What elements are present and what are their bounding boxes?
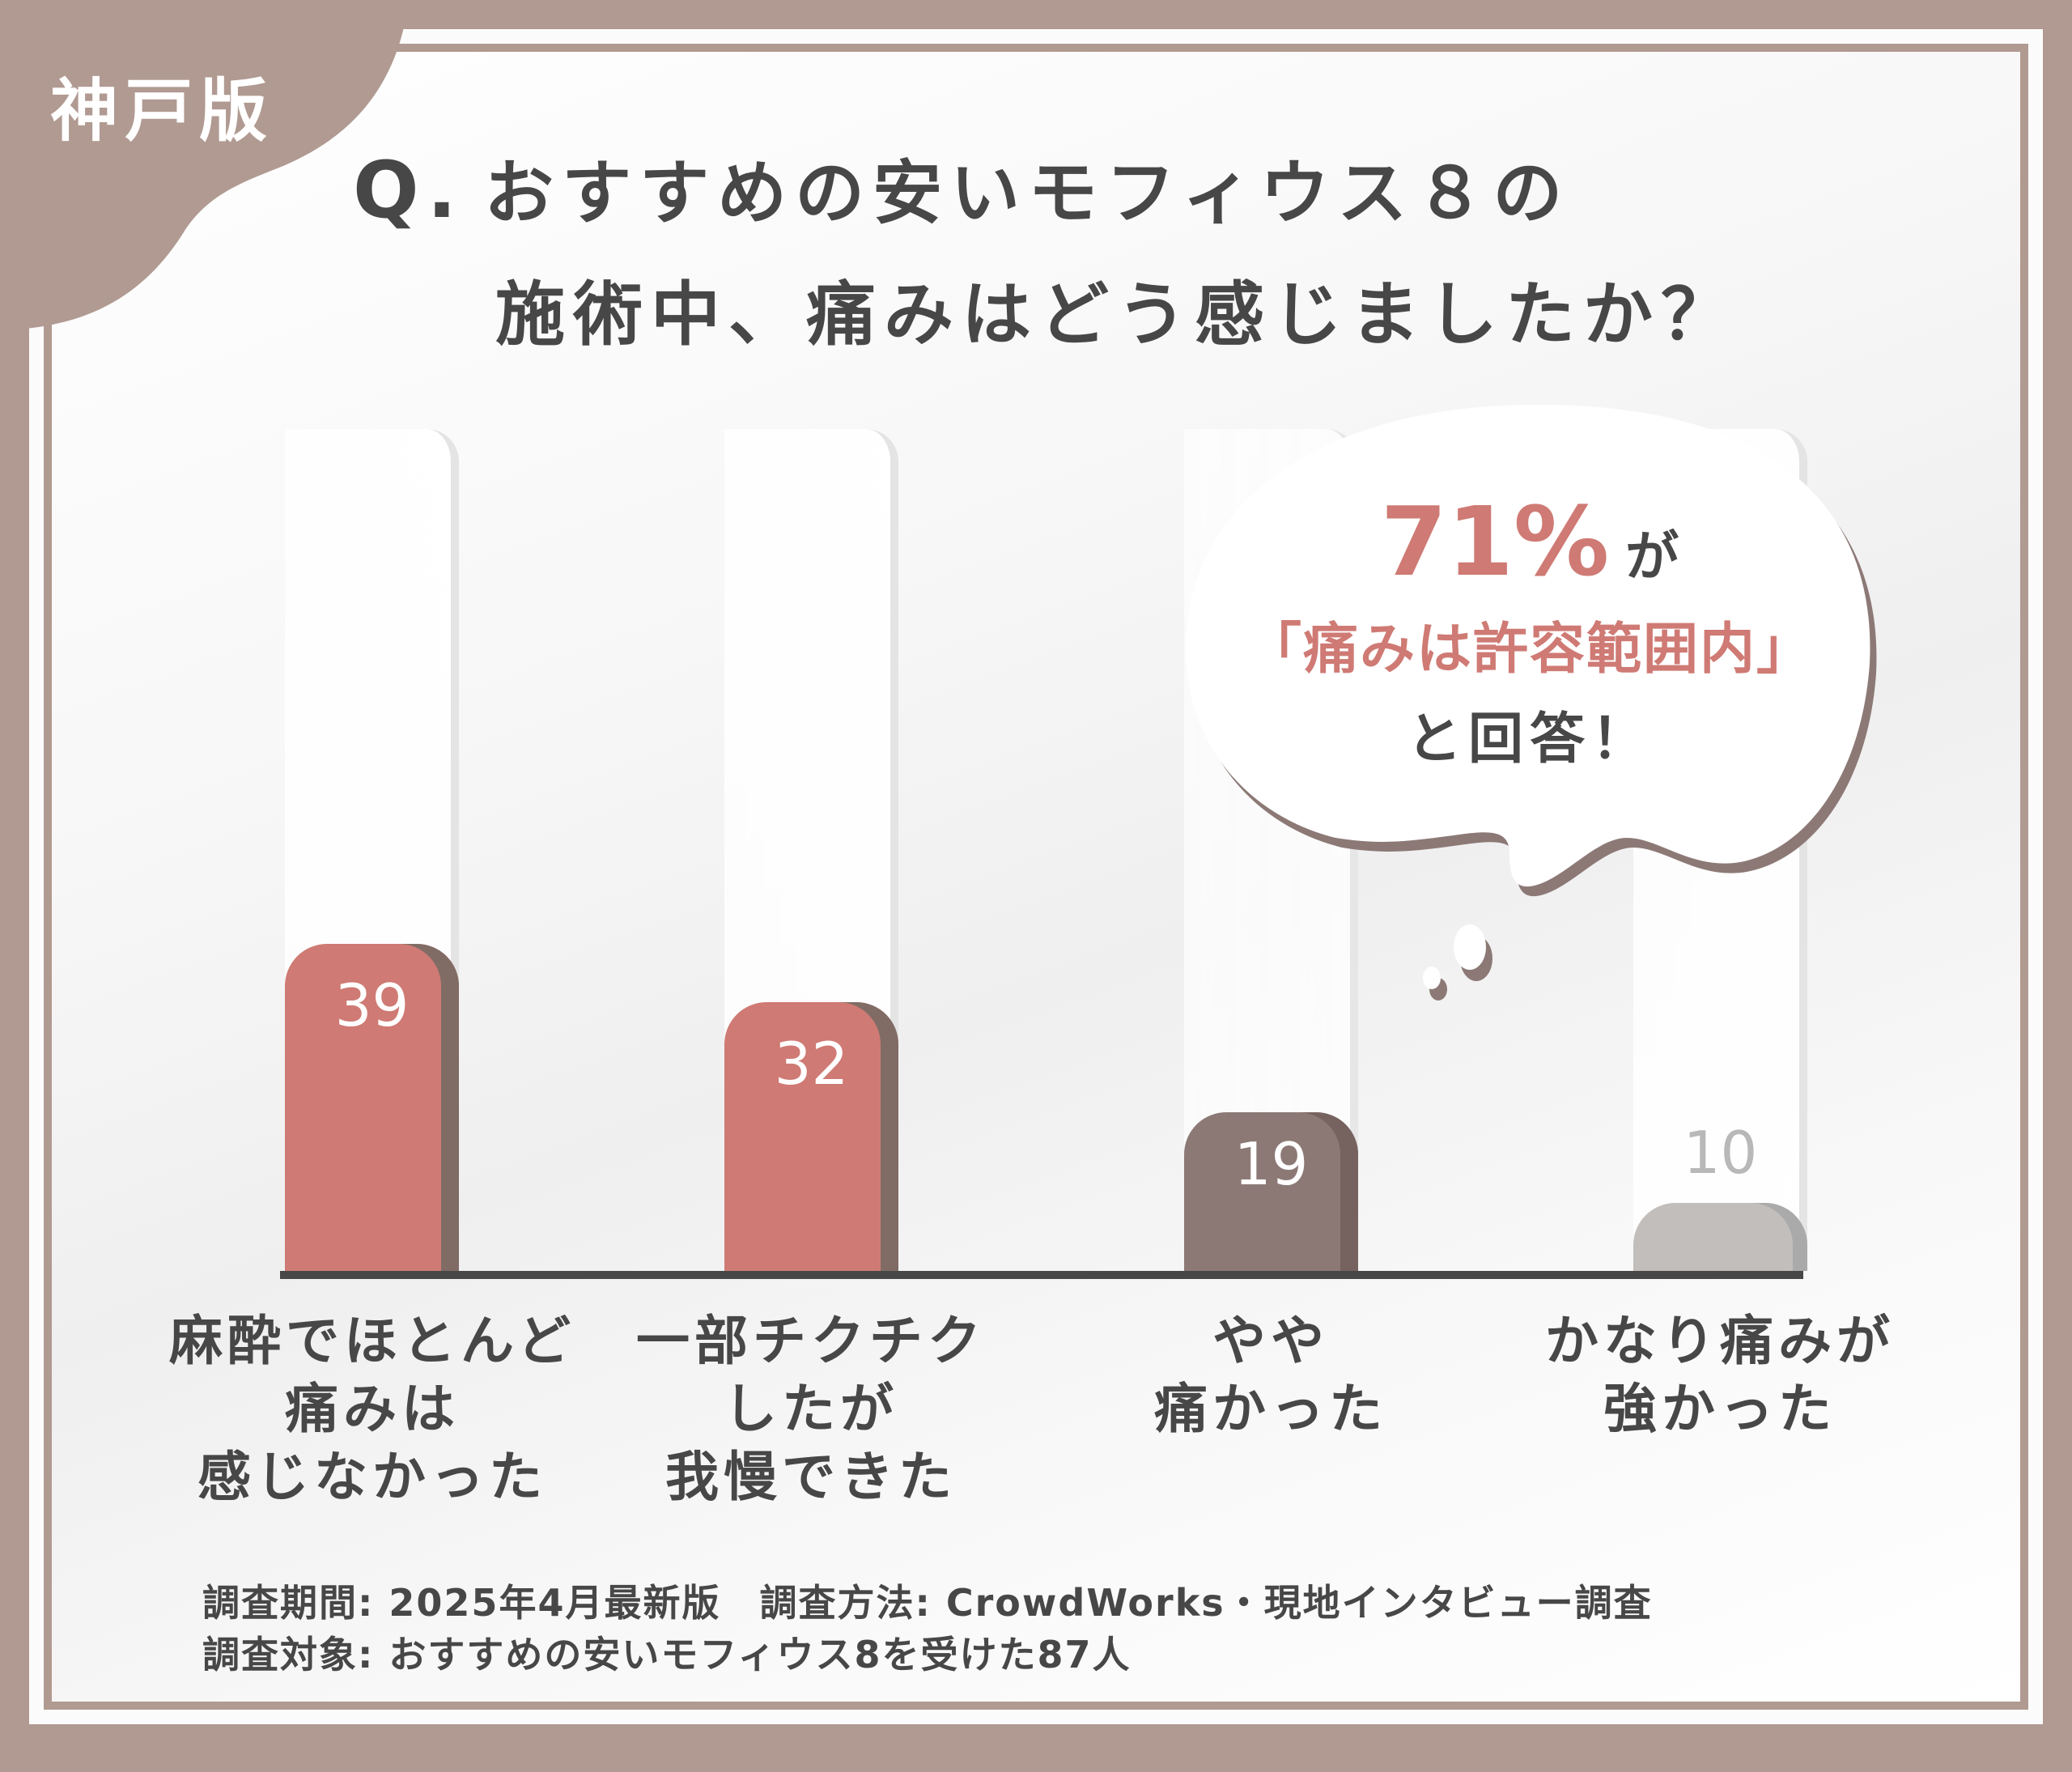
chart-title: Q. おすすめの安いモフィウス８の 施術中、痛みはどう感じましたか？: [353, 130, 1739, 376]
title-line-1: おすすめの安いモフィウス８の: [484, 153, 1571, 234]
bar-1: 39: [285, 944, 459, 1271]
bar-4: [1633, 1203, 1807, 1271]
callout-text: 71% が 「痛みは許容範囲内」 と回答！: [1190, 486, 1870, 774]
callout-particle: が: [1625, 525, 1679, 588]
x-label-3: やや 痛かった: [1154, 1310, 1387, 1440]
chart-canvas: 39 32 19 10 麻酔でほとんど 痛みは 感じなかった 一部チクチク した…: [52, 52, 2020, 1702]
corner-badge-shape: [0, 0, 409, 332]
bar-2: 32: [724, 1002, 898, 1271]
callout-quote: 「痛みは許容範囲内」: [1246, 618, 1813, 682]
title-line-2: 施術中、痛みはどう感じましたか？: [495, 274, 1739, 355]
x-label-2: 一部チクチク したが 我慢できた: [636, 1310, 986, 1508]
survey-notes-line-1: 調査期間: 2025年4月最新版 調査方法: CrowdWorks・現地インタビ…: [202, 1581, 1653, 1625]
bar-value-1: 39: [334, 971, 410, 1039]
survey-notes-line-2: 調査対象: おすすめの安いモフィウス8を受けた87人: [202, 1633, 1132, 1676]
x-label-4: かなり痛みが 強かった: [1545, 1310, 1895, 1440]
region-badge-label: 神戸版: [50, 71, 274, 151]
callout-percentage: 71%: [1380, 486, 1610, 597]
x-axis-line: [280, 1271, 1803, 1279]
callout-ending: と回答！: [1406, 708, 1653, 771]
inner-frame-line: [44, 44, 2028, 1710]
bar-value-3: 19: [1233, 1130, 1309, 1198]
title-q-prefix: Q.: [353, 145, 465, 236]
survey-notes: 調査期間: 2025年4月最新版 調査方法: CrowdWorks・現地インタビ…: [202, 1577, 1653, 1681]
speech-bubble-shape: [1185, 405, 1877, 1001]
bar-value-4: 10: [1683, 1119, 1758, 1187]
bar-value-2: 32: [774, 1030, 849, 1098]
x-label-1: 麻酔でほとんど 痛みは 感じなかった: [168, 1310, 576, 1508]
bar-3: 19: [1184, 1112, 1358, 1271]
